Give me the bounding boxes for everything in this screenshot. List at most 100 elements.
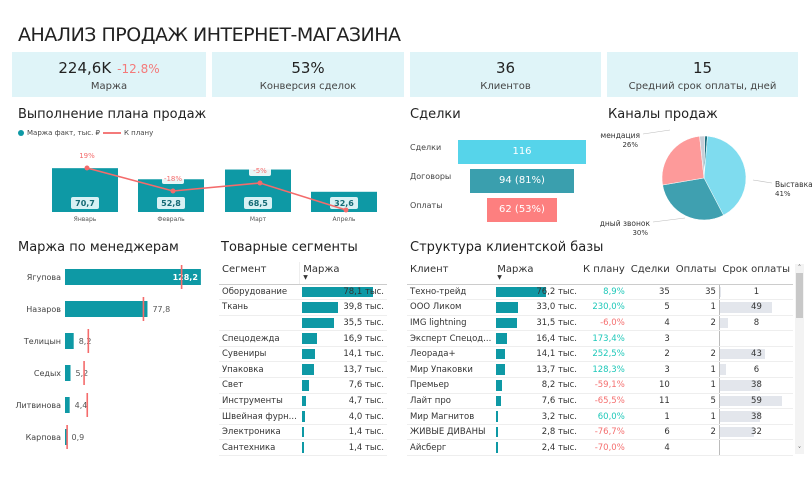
client-margin-value: 16,4 тыс. bbox=[536, 333, 577, 344]
manager-value: 77,8 bbox=[152, 305, 170, 314]
manager-bar bbox=[65, 269, 201, 285]
client-deals: 35 bbox=[627, 284, 673, 301]
segment-margin: 35,5 тыс. bbox=[299, 315, 387, 332]
segment-margin-bar bbox=[301, 380, 309, 391]
client-margin: 13,7 тыс. bbox=[494, 361, 580, 379]
segment-margin-bar bbox=[301, 333, 318, 344]
funnel-bar[interactable]: 62 (53%) bbox=[486, 198, 558, 222]
client-row[interactable]: Мир Магнитов 3,2 тыс. 60,0% 1 1 38 bbox=[407, 408, 793, 425]
plan-line-label: -5% bbox=[253, 167, 267, 175]
col-to-plan[interactable]: К плану bbox=[579, 262, 628, 285]
col-deals[interactable]: Сделки bbox=[627, 262, 673, 285]
segment-row[interactable]: Ткань 39,8 тыс. bbox=[219, 299, 387, 316]
client-deals: 4 bbox=[627, 315, 673, 332]
client-payment-term: 6 bbox=[718, 361, 793, 379]
segment-row[interactable]: Сантехника 1,4 тыс. bbox=[219, 439, 387, 457]
segment-row[interactable]: Сувениры 14,1 тыс. bbox=[219, 346, 387, 363]
client-name: Эксперт Спецод... bbox=[407, 330, 495, 347]
scroll-down-icon[interactable]: ˅ bbox=[797, 446, 802, 454]
client-payment-term: 38 bbox=[718, 408, 793, 425]
payment-term-value: 1 bbox=[753, 286, 760, 297]
manager-label: Ягупова bbox=[27, 273, 61, 282]
col-margin[interactable]: Маржа ▼ bbox=[299, 262, 387, 285]
client-payment-term: 59 bbox=[718, 393, 793, 410]
col-margin[interactable]: Маржа ▼ bbox=[494, 262, 580, 285]
manager-bar bbox=[65, 365, 71, 381]
client-payment-term: 8 bbox=[718, 315, 793, 332]
client-payments bbox=[672, 330, 720, 347]
payment-term-value: 6 bbox=[753, 364, 760, 375]
client-to-plan: 230,0% bbox=[579, 299, 628, 316]
segment-margin-value: 4,7 тыс. bbox=[348, 395, 384, 406]
plan-title: Выполнение плана продаж bbox=[18, 107, 207, 122]
segment-row[interactable]: 35,5 тыс. bbox=[219, 315, 387, 332]
client-to-plan: 128,3% bbox=[579, 361, 628, 379]
client-row[interactable]: Эксперт Спецод... 16,4 тыс. 173,4% 3 bbox=[407, 330, 793, 347]
funnel-bar[interactable]: 116 bbox=[458, 140, 586, 164]
client-to-plan: -76,7% bbox=[579, 424, 628, 441]
client-name: Мир Магнитов bbox=[407, 408, 495, 425]
segment-margin-value: 13,7 тыс. bbox=[343, 364, 384, 375]
manager-label: Литвинова bbox=[15, 401, 61, 410]
client-margin-value: 8,2 тыс. bbox=[541, 380, 577, 391]
client-row[interactable]: Премьер 8,2 тыс. -59,1% 10 1 38 bbox=[407, 377, 793, 394]
client-row[interactable]: Лайт про 7,6 тыс. -65,5% 11 5 59 bbox=[407, 393, 793, 410]
plan-line-label-bg bbox=[162, 174, 184, 184]
client-row[interactable]: IMG lightning 31,5 тыс. -6,0% 4 2 8 bbox=[407, 315, 793, 332]
manager-label: Телицын bbox=[23, 337, 61, 346]
legend-dot-icon bbox=[18, 130, 24, 136]
segment-margin: 7,6 тыс. bbox=[299, 377, 387, 394]
col-payments[interactable]: Оплаты bbox=[672, 262, 720, 285]
legend-bar-label: Маржа факт, тыс. ₽ bbox=[27, 129, 100, 137]
client-row[interactable]: ООО Ликом 33,0 тыс. 230,0% 5 1 49 bbox=[407, 299, 793, 316]
client-margin-bar bbox=[496, 426, 499, 438]
client-margin: 3,2 тыс. bbox=[494, 408, 580, 425]
scroll-up-icon[interactable]: ˄ bbox=[797, 264, 802, 272]
segment-margin-value: 4,0 тыс. bbox=[348, 411, 384, 422]
client-row[interactable]: Леорада+ 14,1 тыс. 252,5% 2 2 43 bbox=[407, 346, 793, 363]
legend-line-label: К плану bbox=[123, 129, 154, 137]
col-segment[interactable]: Сегмент bbox=[219, 262, 300, 285]
segment-row[interactable]: Швейная фурн... 4,0 тыс. bbox=[219, 408, 387, 425]
client-name: ООО Ликом bbox=[407, 299, 495, 316]
managers-chart: Ягупова 128,2 Назаров 77,8 Телицын 8,2 Седых 5,… bbox=[15, 265, 201, 449]
col-payment-term[interactable]: Срок оплаты bbox=[719, 262, 793, 285]
col-client[interactable]: Клиент bbox=[407, 262, 495, 285]
payment-term-value: 38 bbox=[751, 380, 762, 391]
client-payment-term: 38 bbox=[718, 377, 793, 394]
client-to-plan: -6,0% bbox=[579, 315, 628, 332]
client-margin: 16,4 тыс. bbox=[494, 330, 580, 347]
manager-value: 5,2 bbox=[76, 369, 89, 378]
segment-row[interactable]: Инструменты 4,7 тыс. bbox=[219, 393, 387, 410]
manager-bar bbox=[65, 301, 148, 317]
segment-row[interactable]: Свет 7,6 тыс. bbox=[219, 377, 387, 394]
client-row[interactable]: Мир Упаковки 13,7 тыс. 128,3% 3 1 6 bbox=[407, 361, 793, 379]
segment-row[interactable]: Упаковка 13,7 тыс. bbox=[219, 361, 387, 379]
client-row[interactable]: Техно-трейд 76,2 тыс. 8,9% 35 35 1 bbox=[407, 284, 793, 301]
client-name: Техно-трейд bbox=[407, 284, 495, 301]
segment-row[interactable]: Электроника 1,4 тыс. bbox=[219, 424, 387, 441]
client-deals: 6 bbox=[627, 424, 673, 441]
funnel-bar[interactable]: 94 (81%) bbox=[470, 169, 574, 193]
clients-title: Структура клиентской базы bbox=[410, 240, 604, 255]
scrollbar-thumb[interactable] bbox=[796, 273, 803, 318]
segment-row[interactable]: Спецодежда 16,9 тыс. bbox=[219, 330, 387, 347]
client-margin: 33,0 тыс. bbox=[494, 299, 580, 316]
segment-name: Оборудование bbox=[219, 284, 300, 301]
client-row[interactable]: Айсберг 2,4 тыс. -70,0% 4 bbox=[407, 439, 793, 457]
segment-row[interactable]: Оборудование 78,1 тыс. bbox=[219, 284, 387, 301]
plan-bar-label: 70,7 bbox=[75, 199, 95, 208]
kpi-payment-term: 15 Средний срок оплаты, дней bbox=[607, 52, 798, 97]
clients-scrollbar[interactable]: ˄ ˅ bbox=[795, 264, 804, 454]
segment-name: Электроника bbox=[219, 424, 300, 441]
pie-slice bbox=[703, 135, 747, 216]
plan-line-label: 19% bbox=[79, 152, 95, 160]
client-margin-bar bbox=[496, 286, 546, 298]
plan-line-point bbox=[84, 165, 90, 171]
client-margin-bar bbox=[496, 333, 507, 344]
client-deals: 4 bbox=[627, 439, 673, 457]
manager-bar bbox=[65, 429, 67, 445]
client-row[interactable]: ЖИВЫЕ ДИВАНЫ 2,8 тыс. -76,7% 6 2 32 bbox=[407, 424, 793, 441]
segment-margin: 13,7 тыс. bbox=[299, 361, 387, 379]
kpi-label: Маржа bbox=[90, 81, 128, 92]
